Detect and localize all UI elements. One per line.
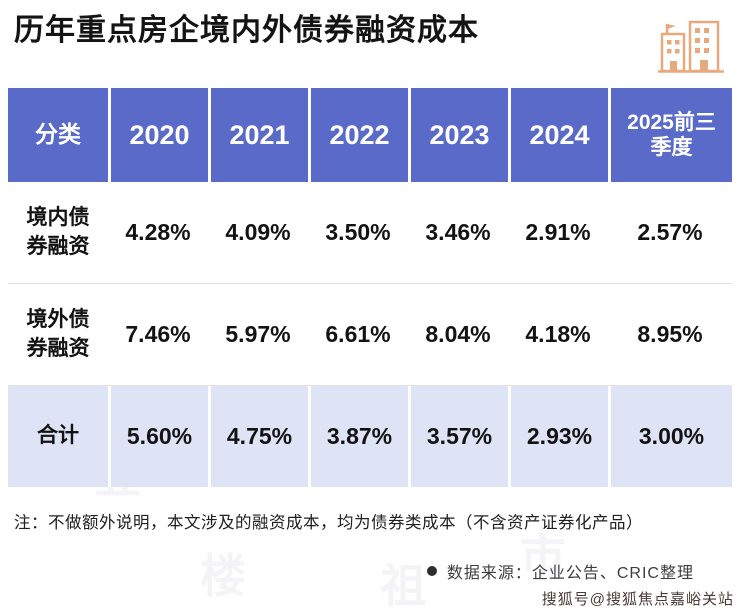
header-2022: 2022 — [308, 88, 408, 182]
header-2020: 2020 — [108, 88, 208, 182]
row-label: 境外债券融资 — [8, 284, 108, 386]
value-cell: 8.04% — [408, 284, 508, 386]
value-cell: 3.00% — [608, 386, 732, 487]
table-row-domestic: 境内债券融资 4.28% 4.09% 3.50% 3.46% 2.91% 2.5… — [8, 182, 732, 284]
value-cell: 3.46% — [408, 182, 508, 284]
header-2023: 2023 — [408, 88, 508, 182]
header-2025q3: 2025前三季度 — [608, 88, 732, 182]
value-cell: 8.95% — [608, 284, 732, 386]
value-cell: 2.91% — [508, 182, 608, 284]
table-row-overseas: 境外债券融资 7.46% 5.97% 6.61% 8.04% 4.18% 8.9… — [8, 284, 732, 386]
data-source-row: 数据来源：企业公告、CRIC整理 — [0, 533, 740, 583]
row-label: 合计 — [8, 386, 108, 487]
header-2024: 2024 — [508, 88, 608, 182]
value-cell: 6.61% — [308, 284, 408, 386]
value-cell: 4.09% — [208, 182, 308, 284]
footnote: 注：不做额外说明，本文涉及的融资成本，均为债券类成本（不含资产证券化产品） — [14, 514, 643, 532]
value-cell: 3.50% — [308, 182, 408, 284]
page-title: 历年重点房企境内外债券融资成本 — [14, 14, 479, 47]
value-cell: 4.28% — [108, 182, 208, 284]
finance-table: 分类 2020 2021 2022 2023 2024 2025前三季度 境内债… — [8, 88, 732, 487]
table-row-total: 合计 5.60% 4.75% 3.87% 3.57% 2.93% 3.00% — [8, 386, 732, 487]
value-cell: 2.57% — [608, 182, 732, 284]
value-cell: 3.87% — [308, 386, 408, 487]
data-source-text: 数据来源：企业公告、CRIC整理 — [446, 565, 694, 582]
value-cell: 5.60% — [108, 386, 208, 487]
value-cell: 3.57% — [408, 386, 508, 487]
value-cell: 7.46% — [108, 284, 208, 386]
header-category: 分类 — [8, 88, 108, 182]
value-cell: 5.97% — [208, 284, 308, 386]
sohu-watermark: 搜狐号@搜狐焦点嘉峪关站 — [541, 591, 734, 608]
value-cell: 4.18% — [508, 284, 608, 386]
value-cell: 4.75% — [208, 386, 308, 487]
title-row: 历年重点房企境内外债券融资成本 — [0, 0, 740, 78]
value-cell: 2.93% — [508, 386, 608, 487]
buildings-icon — [658, 20, 724, 73]
table-header-row: 分类 2020 2021 2022 2023 2024 2025前三季度 — [8, 88, 732, 182]
row-label: 境内债券融资 — [8, 182, 108, 284]
bullet-icon — [426, 566, 437, 576]
header-2021: 2021 — [208, 88, 308, 182]
